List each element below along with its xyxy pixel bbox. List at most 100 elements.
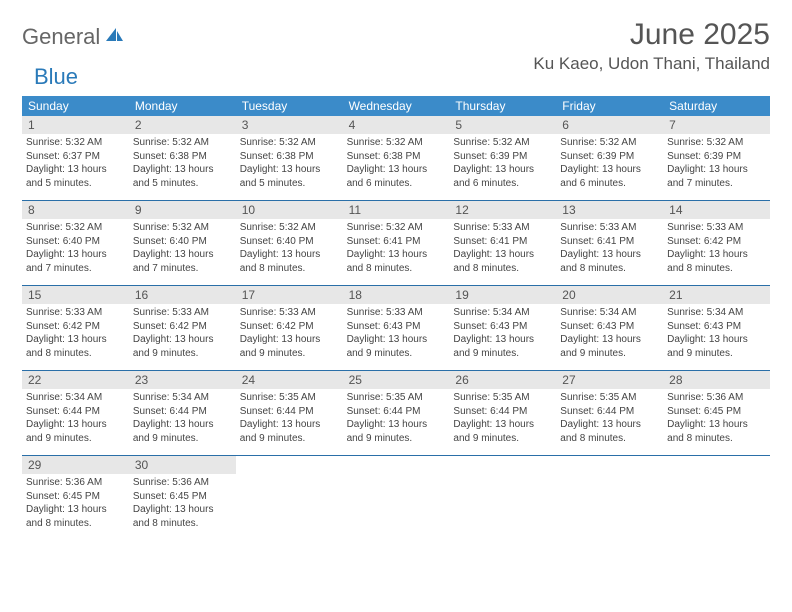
sunset-text: Sunset: 6:41 PM bbox=[347, 235, 446, 249]
sunrise-text: Sunrise: 5:34 AM bbox=[26, 391, 125, 405]
day-cell: 26Sunrise: 5:35 AMSunset: 6:44 PMDayligh… bbox=[449, 371, 556, 455]
daylight-text-2: and 8 minutes. bbox=[453, 262, 552, 276]
sunrise-text: Sunrise: 5:32 AM bbox=[26, 136, 125, 150]
daylight-text-2: and 5 minutes. bbox=[240, 177, 339, 191]
day-cell: 23Sunrise: 5:34 AMSunset: 6:44 PMDayligh… bbox=[129, 371, 236, 455]
day-cell: 24Sunrise: 5:35 AMSunset: 6:44 PMDayligh… bbox=[236, 371, 343, 455]
logo-sail-icon bbox=[104, 26, 124, 49]
day-number: 8 bbox=[22, 201, 129, 219]
daylight-text-1: Daylight: 13 hours bbox=[26, 418, 125, 432]
daylight-text-2: and 8 minutes. bbox=[347, 262, 446, 276]
sunrise-text: Sunrise: 5:35 AM bbox=[347, 391, 446, 405]
day-cell: 29Sunrise: 5:36 AMSunset: 6:45 PMDayligh… bbox=[22, 456, 129, 540]
daylight-text-1: Daylight: 13 hours bbox=[667, 248, 766, 262]
sunset-text: Sunset: 6:43 PM bbox=[347, 320, 446, 334]
week-row: 29Sunrise: 5:36 AMSunset: 6:45 PMDayligh… bbox=[22, 456, 770, 540]
day-header: Saturday bbox=[663, 96, 770, 116]
day-header: Tuesday bbox=[236, 96, 343, 116]
sunrise-text: Sunrise: 5:33 AM bbox=[347, 306, 446, 320]
day-content: Sunrise: 5:36 AMSunset: 6:45 PMDaylight:… bbox=[22, 474, 129, 532]
sunrise-text: Sunrise: 5:36 AM bbox=[26, 476, 125, 490]
sunset-text: Sunset: 6:44 PM bbox=[240, 405, 339, 419]
sunrise-text: Sunrise: 5:32 AM bbox=[240, 221, 339, 235]
weeks: 1Sunrise: 5:32 AMSunset: 6:37 PMDaylight… bbox=[22, 116, 770, 540]
day-header: Thursday bbox=[449, 96, 556, 116]
day-content: Sunrise: 5:33 AMSunset: 6:42 PMDaylight:… bbox=[663, 219, 770, 277]
sunrise-text: Sunrise: 5:32 AM bbox=[667, 136, 766, 150]
day-cell: 6Sunrise: 5:32 AMSunset: 6:39 PMDaylight… bbox=[556, 116, 663, 200]
sunset-text: Sunset: 6:40 PM bbox=[133, 235, 232, 249]
day-cell: 20Sunrise: 5:34 AMSunset: 6:43 PMDayligh… bbox=[556, 286, 663, 370]
sunrise-text: Sunrise: 5:32 AM bbox=[453, 136, 552, 150]
logo-text-general: General bbox=[22, 24, 100, 50]
day-number: 29 bbox=[22, 456, 129, 474]
day-cell: 11Sunrise: 5:32 AMSunset: 6:41 PMDayligh… bbox=[343, 201, 450, 285]
day-cell: 16Sunrise: 5:33 AMSunset: 6:42 PMDayligh… bbox=[129, 286, 236, 370]
daylight-text-2: and 6 minutes. bbox=[560, 177, 659, 191]
day-content: Sunrise: 5:32 AMSunset: 6:40 PMDaylight:… bbox=[129, 219, 236, 277]
empty-cell bbox=[343, 456, 450, 540]
daylight-text-2: and 9 minutes. bbox=[453, 347, 552, 361]
day-content: Sunrise: 5:33 AMSunset: 6:42 PMDaylight:… bbox=[129, 304, 236, 362]
sunset-text: Sunset: 6:45 PM bbox=[667, 405, 766, 419]
sunset-text: Sunset: 6:44 PM bbox=[26, 405, 125, 419]
sunrise-text: Sunrise: 5:32 AM bbox=[26, 221, 125, 235]
sunrise-text: Sunrise: 5:32 AM bbox=[347, 221, 446, 235]
day-number: 23 bbox=[129, 371, 236, 389]
sunset-text: Sunset: 6:42 PM bbox=[26, 320, 125, 334]
day-content: Sunrise: 5:32 AMSunset: 6:38 PMDaylight:… bbox=[343, 134, 450, 192]
title-block: June 2025 Ku Kaeo, Udon Thani, Thailand bbox=[533, 18, 770, 74]
daylight-text-2: and 8 minutes. bbox=[560, 432, 659, 446]
sunrise-text: Sunrise: 5:32 AM bbox=[133, 136, 232, 150]
day-content: Sunrise: 5:34 AMSunset: 6:44 PMDaylight:… bbox=[22, 389, 129, 447]
daylight-text-1: Daylight: 13 hours bbox=[560, 163, 659, 177]
daylight-text-1: Daylight: 13 hours bbox=[133, 503, 232, 517]
sunrise-text: Sunrise: 5:33 AM bbox=[560, 221, 659, 235]
daylight-text-2: and 6 minutes. bbox=[453, 177, 552, 191]
sunset-text: Sunset: 6:42 PM bbox=[133, 320, 232, 334]
day-number: 3 bbox=[236, 116, 343, 134]
day-number: 16 bbox=[129, 286, 236, 304]
sunrise-text: Sunrise: 5:34 AM bbox=[133, 391, 232, 405]
daylight-text-2: and 9 minutes. bbox=[240, 347, 339, 361]
daylight-text-1: Daylight: 13 hours bbox=[560, 418, 659, 432]
week-row: 8Sunrise: 5:32 AMSunset: 6:40 PMDaylight… bbox=[22, 201, 770, 286]
empty-cell bbox=[663, 456, 770, 540]
day-cell: 14Sunrise: 5:33 AMSunset: 6:42 PMDayligh… bbox=[663, 201, 770, 285]
day-number: 10 bbox=[236, 201, 343, 219]
day-cell: 3Sunrise: 5:32 AMSunset: 6:38 PMDaylight… bbox=[236, 116, 343, 200]
daylight-text-1: Daylight: 13 hours bbox=[26, 163, 125, 177]
day-number: 26 bbox=[449, 371, 556, 389]
sunset-text: Sunset: 6:37 PM bbox=[26, 150, 125, 164]
daylight-text-1: Daylight: 13 hours bbox=[347, 333, 446, 347]
day-content: Sunrise: 5:34 AMSunset: 6:44 PMDaylight:… bbox=[129, 389, 236, 447]
day-cell: 21Sunrise: 5:34 AMSunset: 6:43 PMDayligh… bbox=[663, 286, 770, 370]
daylight-text-1: Daylight: 13 hours bbox=[453, 163, 552, 177]
day-content: Sunrise: 5:35 AMSunset: 6:44 PMDaylight:… bbox=[556, 389, 663, 447]
day-cell: 7Sunrise: 5:32 AMSunset: 6:39 PMDaylight… bbox=[663, 116, 770, 200]
sunset-text: Sunset: 6:44 PM bbox=[133, 405, 232, 419]
day-cell: 19Sunrise: 5:34 AMSunset: 6:43 PMDayligh… bbox=[449, 286, 556, 370]
day-number: 19 bbox=[449, 286, 556, 304]
sunrise-text: Sunrise: 5:36 AM bbox=[133, 476, 232, 490]
day-content: Sunrise: 5:32 AMSunset: 6:39 PMDaylight:… bbox=[556, 134, 663, 192]
day-number: 13 bbox=[556, 201, 663, 219]
sunset-text: Sunset: 6:45 PM bbox=[133, 490, 232, 504]
sunset-text: Sunset: 6:40 PM bbox=[26, 235, 125, 249]
day-content: Sunrise: 5:33 AMSunset: 6:43 PMDaylight:… bbox=[343, 304, 450, 362]
day-number: 12 bbox=[449, 201, 556, 219]
day-header: Wednesday bbox=[343, 96, 450, 116]
sunrise-text: Sunrise: 5:32 AM bbox=[133, 221, 232, 235]
daylight-text-2: and 8 minutes. bbox=[667, 262, 766, 276]
day-cell: 10Sunrise: 5:32 AMSunset: 6:40 PMDayligh… bbox=[236, 201, 343, 285]
sunset-text: Sunset: 6:42 PM bbox=[667, 235, 766, 249]
empty-cell bbox=[556, 456, 663, 540]
sunset-text: Sunset: 6:45 PM bbox=[26, 490, 125, 504]
sunset-text: Sunset: 6:43 PM bbox=[453, 320, 552, 334]
day-content: Sunrise: 5:32 AMSunset: 6:41 PMDaylight:… bbox=[343, 219, 450, 277]
day-cell: 4Sunrise: 5:32 AMSunset: 6:38 PMDaylight… bbox=[343, 116, 450, 200]
day-number: 11 bbox=[343, 201, 450, 219]
daylight-text-2: and 5 minutes. bbox=[133, 177, 232, 191]
daylight-text-2: and 9 minutes. bbox=[26, 432, 125, 446]
daylight-text-2: and 7 minutes. bbox=[26, 262, 125, 276]
